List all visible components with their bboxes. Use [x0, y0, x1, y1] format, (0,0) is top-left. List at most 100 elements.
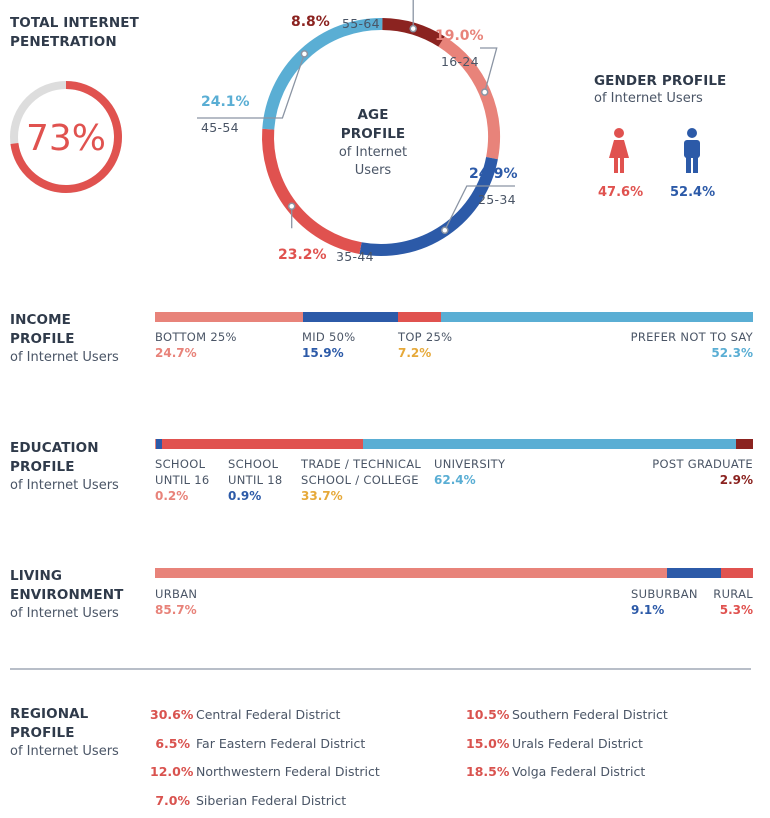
edu-university-label: UNIVERSITY [434, 457, 506, 471]
bar-segment [362, 439, 736, 449]
region-pct: 18.5% [466, 764, 510, 779]
gender-sub: of Internet Users [594, 91, 703, 106]
region-pct: 12.0% [150, 764, 194, 779]
income-top: TOP 25% 7.2% [398, 329, 452, 361]
region-row: 15.0% Urals Federal District [466, 734, 643, 753]
regional-title: REGIONAL PROFILE of Internet Users [10, 705, 119, 761]
female-icon [609, 128, 629, 173]
region-row: 12.0% Northwestern Federal District [150, 762, 380, 781]
income-title-line2: PROFILE [10, 331, 75, 347]
age-leader-line [444, 185, 515, 231]
edu-school18: SCHOOL UNTIL 18 0.9% [228, 456, 283, 504]
age-leader-line [480, 47, 498, 93]
age-45-54-label: 45-54 [201, 120, 239, 135]
penetration-title-line2: PENETRATION [10, 34, 117, 50]
income-prefer-label: PREFER NOT TO SAY [630, 330, 753, 344]
edu-trade-pct: 33.7% [301, 489, 343, 503]
income-prefer: PREFER NOT TO SAY 52.3% [631, 329, 753, 361]
age-profile-chart [197, 0, 515, 256]
age-55-64-label: 55-64 [342, 16, 380, 31]
age-25-34-label: 25-34 [478, 192, 516, 207]
income-top-pct: 7.2% [398, 346, 432, 360]
region-name: Volga Federal District [512, 764, 646, 779]
education-title-line2: PROFILE [10, 459, 75, 475]
edu-school18-label1: SCHOOL [228, 457, 279, 471]
age-sub-line2: Users [354, 163, 392, 178]
penetration-title-line1: TOTAL INTERNET [10, 15, 139, 31]
income-bottom-pct: 24.7% [155, 346, 197, 360]
age-35-44-pct: 23.2% [278, 247, 327, 263]
edu-school16-label1: SCHOOL [155, 457, 206, 471]
income-title-line1: INCOME [10, 312, 71, 328]
regional-sub: of Internet Users [10, 744, 119, 759]
living-rural-label: RURAL [713, 587, 753, 601]
penetration-donut: 73% [10, 81, 122, 193]
age-title-line2: PROFILE [340, 126, 406, 142]
edu-trade: TRADE / TECHNICAL SCHOOL / COLLEGE 33.7% [301, 456, 421, 504]
region-name: Central Federal District [196, 707, 341, 722]
edu-school18-label2: UNTIL 18 [228, 473, 283, 487]
income-title: INCOME PROFILE of Internet Users [10, 311, 119, 367]
bar-segment [155, 568, 667, 578]
bar-segment [440, 312, 753, 322]
living-urban-label: URBAN [155, 587, 198, 601]
bar-segment [161, 439, 363, 449]
region-row: 6.5% Far Eastern Federal District [150, 734, 365, 753]
income-bottom-label: BOTTOM 25% [155, 330, 237, 344]
age-sub-line1: of Internet [338, 145, 408, 160]
income-bar [155, 312, 753, 322]
penetration-value: 73% [26, 118, 106, 159]
edu-school16-label2: UNTIL 16 [155, 473, 210, 487]
edu-school16-pct: 0.2% [155, 489, 189, 503]
region-name: Siberian Federal District [196, 793, 347, 808]
penetration-title: TOTAL INTERNET PENETRATION [10, 14, 139, 52]
education-title-line1: EDUCATION [10, 440, 99, 456]
region-pct: 30.6% [150, 707, 194, 722]
bar-segment [302, 312, 398, 322]
region-name: Urals Federal District [512, 736, 643, 751]
bar-segment [721, 568, 753, 578]
income-mid: MID 50% 15.9% [302, 329, 356, 361]
penetration-arc [10, 81, 122, 193]
bar-segment [156, 439, 162, 449]
education-title: EDUCATION PROFILE of Internet Users [10, 439, 119, 495]
edu-postgrad-pct: 2.9% [719, 473, 753, 487]
living-rural-pct: 5.3% [719, 603, 753, 617]
edu-school18-pct: 0.9% [228, 489, 262, 503]
regional-title-line1: REGIONAL [10, 706, 89, 722]
region-row: 10.5% Southern Federal District [466, 705, 668, 724]
age-35-44-label: 35-44 [336, 249, 374, 264]
region-row: 30.6% Central Federal District [150, 705, 340, 724]
age-leader-line [197, 53, 306, 119]
edu-school16: SCHOOL UNTIL 16 0.2% [155, 456, 210, 504]
living-title-line1: LIVING [10, 568, 63, 584]
living-sub: of Internet Users [10, 606, 119, 621]
living-urban: URBAN 85.7% [155, 586, 197, 618]
living-suburban-pct: 9.1% [631, 603, 665, 617]
age-16-24-label: 16-24 [441, 54, 479, 69]
age-center-label: AGE PROFILE of Internet Users [318, 106, 428, 180]
region-name: Southern Federal District [512, 707, 668, 722]
age-16-24-pct: 19.0% [435, 28, 484, 44]
living-suburban: SUBURBAN 9.1% [631, 586, 698, 618]
bar-segment [397, 312, 441, 322]
bar-segment [155, 439, 157, 449]
living-suburban-label: SUBURBAN [631, 587, 698, 601]
bar-segment [155, 312, 303, 322]
age-leader-dot [480, 88, 489, 96]
male-pct: 52.4% [670, 185, 716, 200]
region-pct: 15.0% [466, 736, 510, 751]
living-urban-pct: 85.7% [155, 603, 197, 617]
male-icon [684, 128, 700, 173]
age-leader-dot [300, 50, 309, 58]
income-sub: of Internet Users [10, 350, 119, 365]
age-45-54-pct: 24.1% [201, 94, 250, 110]
bar-segment [666, 568, 722, 578]
living-title-line2: ENVIRONMENT [10, 587, 124, 603]
region-row: 18.5% Volga Federal District [466, 762, 645, 781]
region-name: Northwestern Federal District [196, 764, 380, 779]
income-mid-label: MID 50% [302, 330, 356, 344]
region-pct: 6.5% [155, 736, 190, 751]
income-prefer-pct: 52.3% [711, 346, 753, 360]
income-mid-pct: 15.9% [302, 346, 344, 360]
